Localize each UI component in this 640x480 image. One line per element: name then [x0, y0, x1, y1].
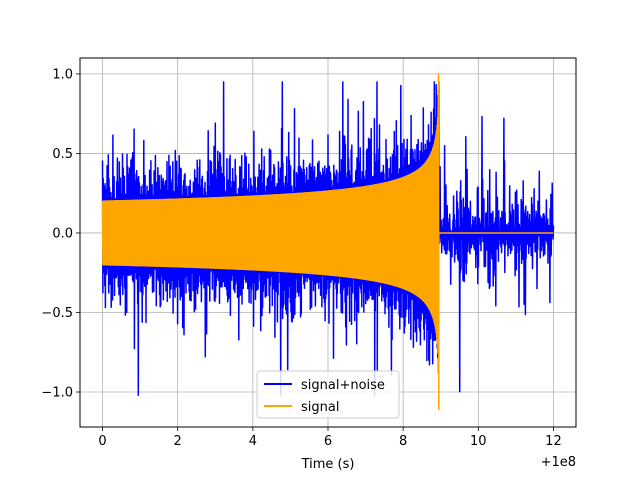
legend-label-signal: signal — [301, 400, 339, 415]
y-tick-label: 0.0 — [52, 226, 73, 241]
x-axis-label: Time (s) — [301, 457, 355, 472]
legend-label-signal-noise: signal+noise — [301, 378, 385, 393]
y-tick-label: 0.5 — [52, 147, 73, 162]
x-offset-label: +1e8 — [541, 455, 576, 470]
y-axis: −1.0 −0.5 0.0 0.5 1.0 — [41, 67, 80, 401]
series-signal-noise-line — [101, 81, 555, 396]
y-tick-label: 1.0 — [52, 67, 73, 82]
series-layer — [101, 73, 555, 411]
x-tick-label: 4 — [249, 434, 257, 449]
legend: signal+noise signal — [256, 370, 400, 419]
x-tick-label: 6 — [324, 434, 332, 449]
y-tick-label: −0.5 — [41, 306, 73, 321]
x-tick-label: 12 — [545, 434, 562, 449]
x-axis: 0 2 4 6 8 10 12 — [98, 427, 562, 449]
legend-box — [256, 370, 400, 419]
series-signal-line — [101, 73, 554, 411]
x-tick-label: 8 — [399, 434, 407, 449]
x-tick-label: 0 — [98, 434, 106, 449]
x-tick-label: 2 — [174, 434, 182, 449]
x-tick-label: 10 — [470, 434, 487, 449]
y-tick-label: −1.0 — [41, 386, 73, 401]
